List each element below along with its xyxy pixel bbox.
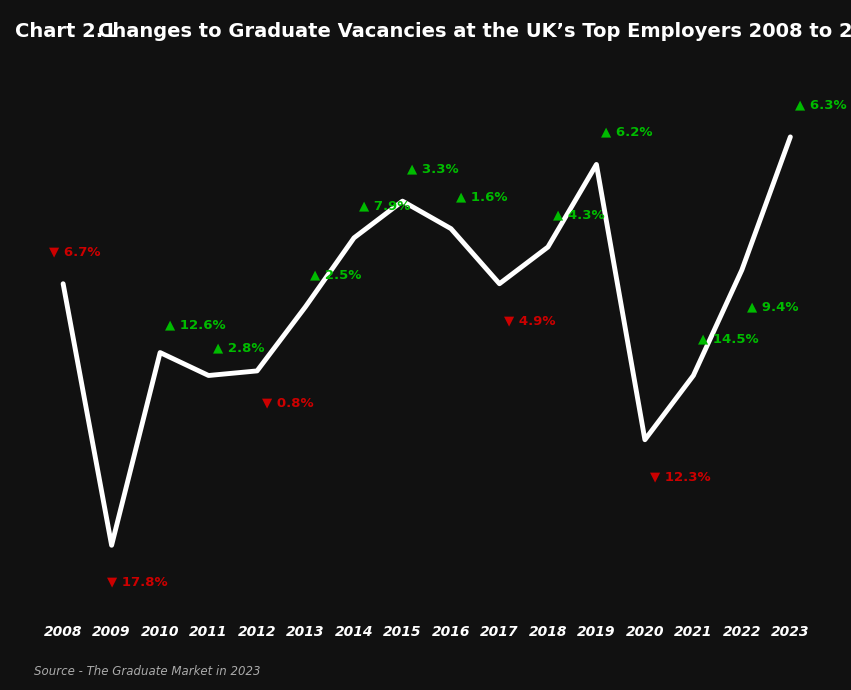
Text: ▲ 2.8%: ▲ 2.8% (214, 342, 265, 355)
Text: ▲ 6.2%: ▲ 6.2% (602, 126, 653, 139)
Text: ▼ 6.7%: ▼ 6.7% (49, 245, 100, 258)
Text: ▼ 0.8%: ▼ 0.8% (262, 397, 313, 410)
Text: Source - The Graduate Market in 2023: Source - The Graduate Market in 2023 (34, 664, 260, 678)
Text: ▼ 17.8%: ▼ 17.8% (106, 575, 168, 589)
Text: ▲ 3.3%: ▲ 3.3% (408, 163, 459, 175)
Text: ▲ 1.6%: ▲ 1.6% (456, 190, 507, 203)
Text: ▲ 9.4%: ▲ 9.4% (746, 300, 798, 313)
Text: Changes to Graduate Vacancies at the UK’s Top Employers 2008 to 2023: Changes to Graduate Vacancies at the UK’… (98, 22, 851, 41)
Text: ▲ 12.6%: ▲ 12.6% (165, 319, 226, 331)
Text: ▼ 4.9%: ▼ 4.9% (505, 314, 556, 327)
Text: ▲ 2.5%: ▲ 2.5% (311, 268, 362, 281)
Text: ▲ 7.9%: ▲ 7.9% (359, 199, 410, 213)
Text: ▲ 14.5%: ▲ 14.5% (698, 333, 759, 345)
Text: ▼ 12.3%: ▼ 12.3% (650, 470, 711, 483)
Text: Chart 2.1: Chart 2.1 (15, 22, 117, 41)
Text: ▲ 4.3%: ▲ 4.3% (553, 208, 604, 221)
Text: ▲ 6.3%: ▲ 6.3% (795, 98, 847, 111)
